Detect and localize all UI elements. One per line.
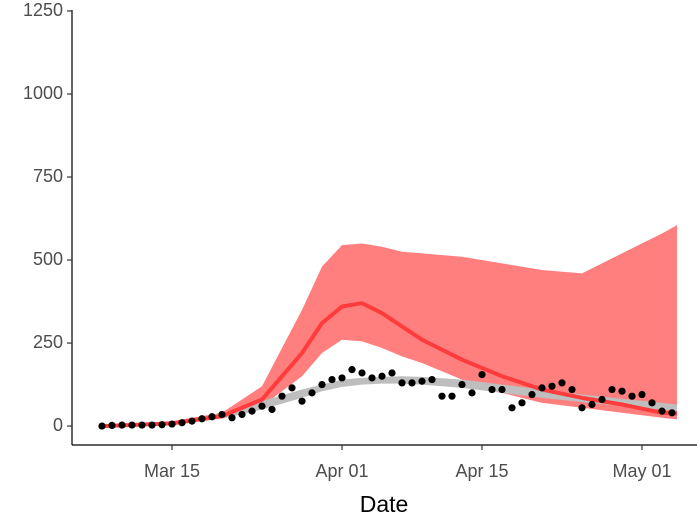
data-point (388, 369, 396, 377)
data-point (558, 379, 566, 387)
y-tick-label: 250 (33, 332, 63, 352)
data-point (148, 421, 156, 429)
x-tick-label: May 01 (612, 461, 671, 481)
data-point (268, 405, 276, 414)
x-tick-label: Apr 15 (455, 461, 508, 481)
data-point (238, 410, 246, 419)
data-point (438, 392, 446, 400)
data-point (348, 366, 356, 374)
data-point (518, 399, 526, 407)
data-point (368, 374, 376, 382)
data-point (198, 415, 206, 423)
x-axis-label: Date (360, 491, 409, 517)
data-point (468, 389, 476, 397)
data-point (208, 413, 216, 421)
data-point (108, 421, 116, 430)
data-point (638, 390, 646, 399)
data-point (418, 377, 426, 385)
x-tick-label: Mar 15 (144, 461, 200, 481)
data-point (338, 374, 346, 382)
data-point (128, 421, 136, 429)
data-point (588, 400, 596, 409)
data-point (498, 385, 506, 394)
data-point (408, 379, 416, 387)
data-point (458, 380, 466, 389)
data-point (358, 369, 366, 377)
data-point (98, 422, 106, 430)
data-point (188, 417, 196, 425)
red-line (101, 301, 678, 429)
data-point (158, 421, 166, 429)
data-point (328, 375, 336, 384)
data-point (578, 404, 586, 412)
data-point (138, 421, 146, 429)
data-point (608, 385, 616, 394)
data-point (288, 384, 296, 392)
data-point (568, 385, 576, 394)
data-point (548, 382, 556, 390)
data-point (648, 399, 656, 407)
data-point (308, 389, 316, 397)
data-point (448, 392, 456, 400)
data-point (668, 409, 676, 417)
data-point (628, 392, 636, 400)
y-tick-label: 0 (53, 415, 63, 435)
data-point (298, 397, 306, 405)
data-point (318, 380, 326, 389)
data-point (228, 414, 236, 422)
y-tick-label: 1250 (23, 0, 63, 20)
y-tick-label: 1000 (23, 83, 63, 103)
y-tick-label: 500 (33, 249, 63, 269)
data-point (618, 387, 626, 395)
data-point (598, 395, 606, 404)
data-point (528, 390, 536, 399)
data-point (538, 384, 546, 392)
data-point (508, 404, 516, 412)
data-point (258, 402, 266, 410)
data-point (168, 420, 176, 428)
red-band (102, 225, 677, 427)
x-tick-label: Apr 01 (315, 461, 368, 481)
y-tick-label: 750 (33, 166, 63, 186)
data-point (658, 407, 666, 415)
data-point (488, 385, 496, 394)
data-point (218, 410, 226, 419)
data-point (398, 379, 406, 387)
data-point (478, 371, 486, 379)
data-point (278, 392, 286, 400)
data-point (118, 421, 126, 429)
data-point (248, 407, 256, 415)
data-point (378, 372, 386, 380)
data-point (178, 419, 186, 427)
data-point (428, 375, 436, 384)
